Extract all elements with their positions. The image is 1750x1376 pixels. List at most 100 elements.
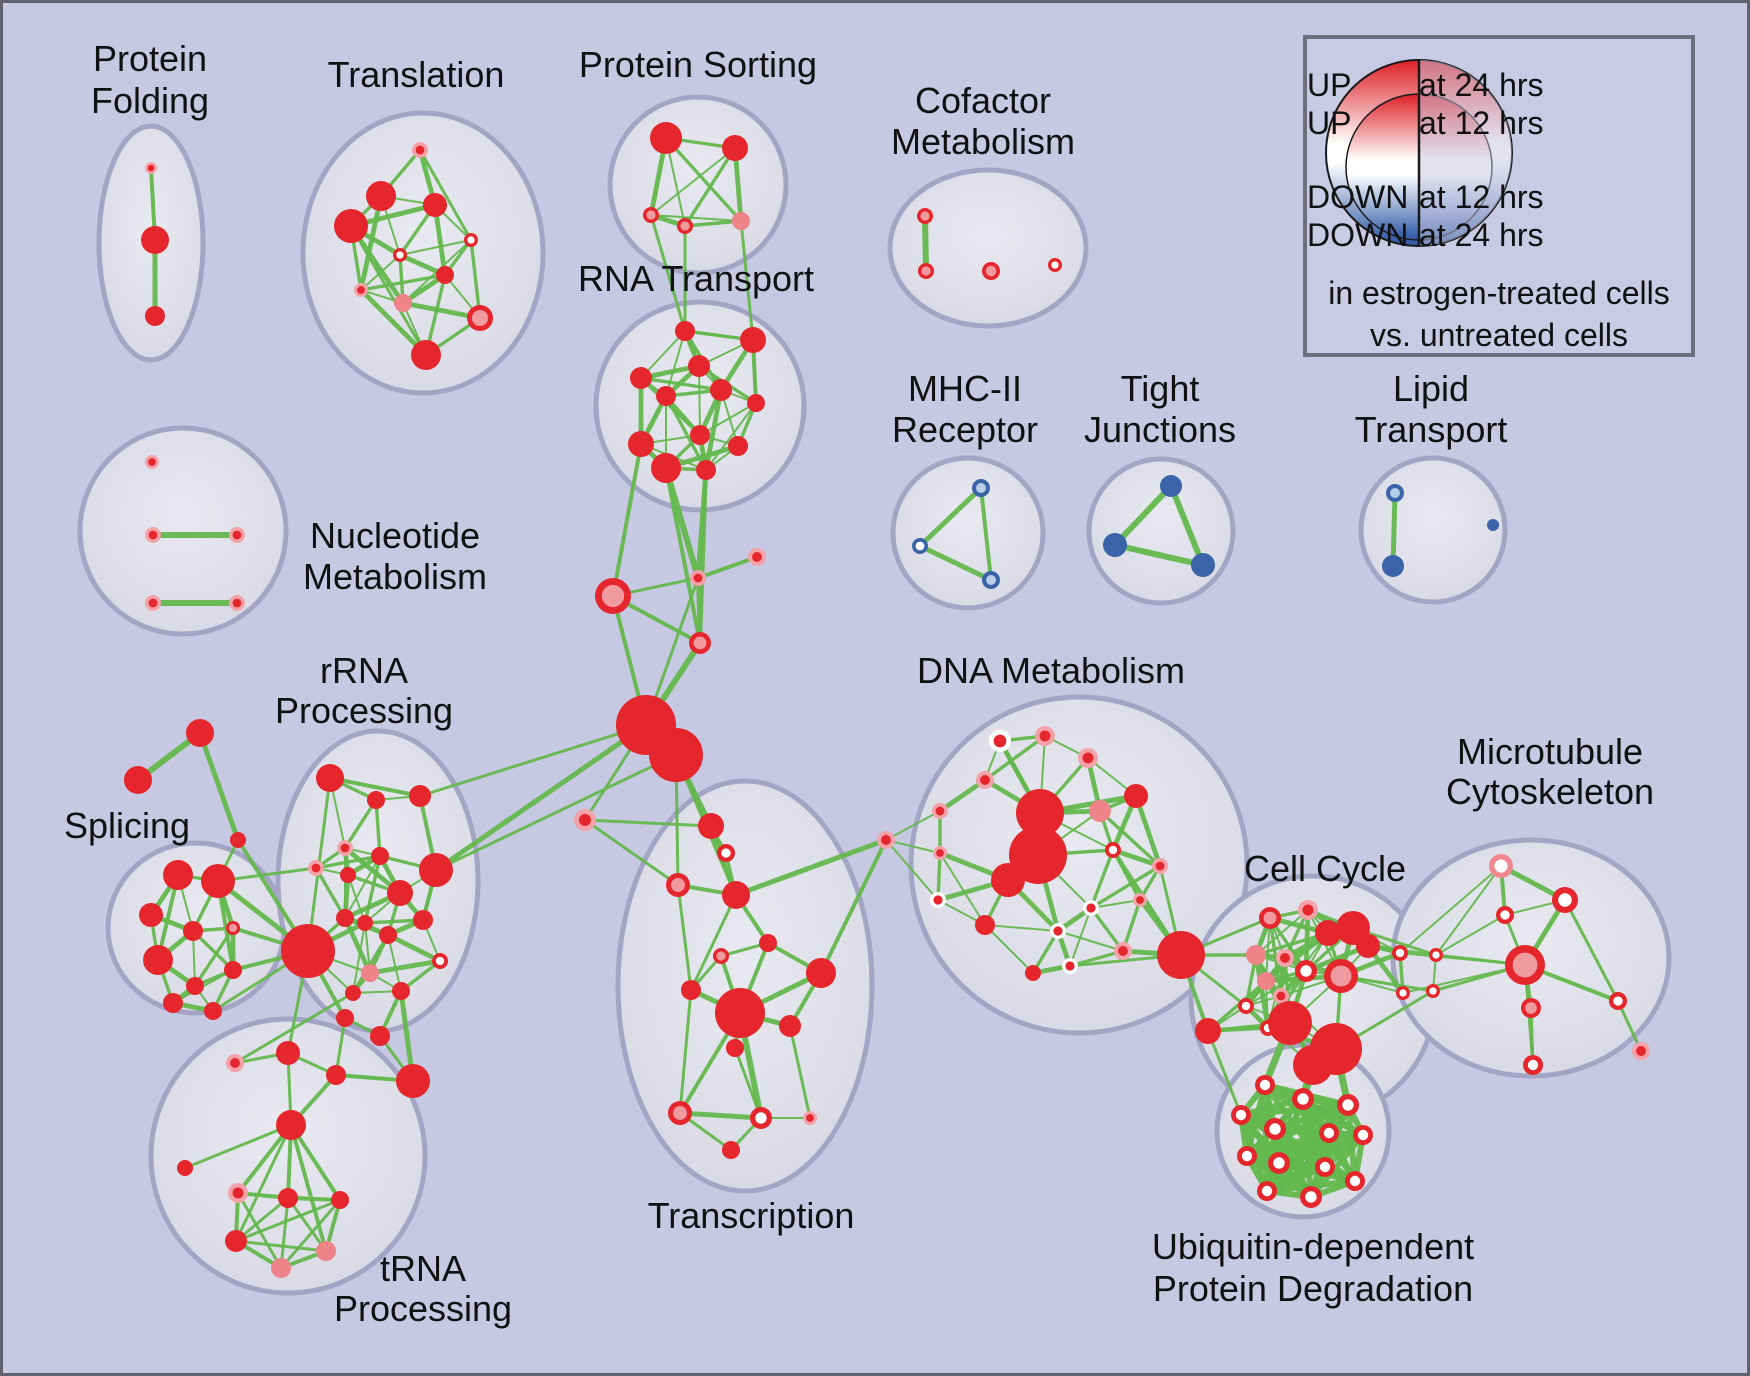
network-node-core: [1269, 1123, 1281, 1135]
cluster-label-mhc-ii-receptor: MHC-II: [908, 368, 1022, 409]
network-edge: [358, 287, 429, 358]
network-node-core: [232, 1187, 244, 1199]
cluster-ellipse-nucleotide-metabolism: [77, 425, 289, 637]
network-node-transcription: [759, 934, 777, 952]
network-edge: [286, 1196, 328, 1253]
network-edge: [650, 147, 736, 216]
network-edge: [387, 934, 402, 992]
network-node-core: [1558, 893, 1572, 907]
network-node-core: [1118, 946, 1128, 956]
legend-direction-label: DOWN: [1307, 217, 1409, 253]
network-node-core: [933, 895, 943, 905]
network-edge: [434, 753, 678, 872]
network-edge: [664, 466, 702, 645]
cluster-label-splicing: Splicing: [64, 805, 190, 846]
network-edge: [433, 722, 649, 873]
network-node-rrna-processing: [413, 910, 433, 930]
network-node-rrna-processing: [367, 791, 385, 809]
network-node-tight-junctions: [1103, 533, 1127, 557]
network-node-core: [1342, 1099, 1354, 1111]
network-node-tight-junctions: [1191, 553, 1215, 577]
network-node-transcription: [806, 958, 836, 988]
network-edge: [1276, 1132, 1366, 1166]
network-node-core: [1357, 1129, 1369, 1141]
legend-time-label: at 24 hrs: [1419, 217, 1544, 253]
network-edge: [917, 543, 994, 583]
network-node-core: [881, 835, 891, 845]
cluster-label-microtubule: Cytoskeleton: [1446, 771, 1654, 812]
network-node-rna-transport: [656, 386, 676, 406]
cluster-label-cofactor-metabolism: Metabolism: [891, 121, 1075, 162]
network-node-cell-cycle: [1157, 931, 1205, 979]
network-node-core: [1136, 896, 1144, 904]
network-edge: [1089, 864, 1162, 910]
cluster-label-ubiquitin: Ubiquitin-dependent: [1152, 1226, 1474, 1267]
network-node-protein-folding: [145, 306, 165, 326]
cluster-ellipse-lipid-transport: [1358, 455, 1508, 605]
cluster-label-lipid-transport: Lipid: [1393, 368, 1469, 409]
network-edge: [699, 402, 757, 436]
network-edge: [639, 376, 723, 392]
network-edge: [676, 883, 693, 992]
network-node-rna-transport: [740, 327, 766, 353]
network-edge: [1098, 809, 1162, 868]
network-node-core: [1319, 1161, 1331, 1173]
network-node-core: [578, 813, 592, 827]
network-node-trna-processing: [271, 1258, 291, 1278]
network-node-core: [986, 575, 996, 585]
cluster-label-rna-transport: RNA Transport: [578, 258, 814, 299]
network-edge: [469, 238, 482, 320]
network-edge: [1616, 999, 1643, 1053]
network-node-trna-processing: [331, 1191, 349, 1209]
network-node-rrna-processing: [371, 847, 389, 865]
network-node-core: [646, 210, 656, 220]
network-edge: [683, 219, 743, 228]
network-edge: [342, 915, 373, 976]
network-edge: [937, 777, 988, 814]
network-edge: [733, 1046, 763, 1120]
network-edge: [739, 219, 755, 342]
network-node-core: [1261, 1185, 1273, 1197]
network-node-dna-metabolism: [1016, 789, 1064, 837]
network-node-core: [1235, 1109, 1247, 1121]
network-node-core: [993, 734, 1007, 748]
network-node-core: [1613, 996, 1623, 1006]
cluster-label-cell-cycle: Cell Cycle: [1244, 848, 1406, 889]
network-node-central-hub: [649, 728, 703, 782]
cluster-label-cofactor-metabolism: Cofactor: [915, 80, 1051, 121]
network-node-splicing: [163, 993, 183, 1013]
network-node-trna-processing: [336, 1009, 354, 1027]
legend-time-label: at 12 hrs: [1419, 179, 1544, 215]
network-edge: [374, 798, 382, 858]
network-edge: [1253, 952, 1271, 1031]
network-node-translation: [436, 266, 454, 284]
network-node-core: [716, 951, 726, 961]
network-edge: [344, 855, 381, 919]
network-node-core: [1323, 1127, 1335, 1139]
network-node-core: [1300, 965, 1312, 977]
network-edge: [984, 924, 1059, 932]
network-node-rna-transport: [675, 321, 695, 341]
network-edge: [1399, 865, 1502, 954]
network-node-rrna-processing: [340, 867, 356, 883]
network-node-rrna-processing: [392, 982, 410, 1000]
cluster-label-trna-processing: Processing: [334, 1288, 512, 1329]
network-edge: [1068, 949, 1125, 968]
network-node-cell-cycle: [1246, 945, 1266, 965]
network-node-core: [693, 573, 703, 583]
network-node-core: [1500, 910, 1510, 920]
network-edge: [328, 776, 422, 798]
network-node-rna-transport: [651, 453, 681, 483]
network-edge: [983, 734, 1047, 782]
network-node-core: [1276, 991, 1286, 1001]
network-edge: [650, 214, 742, 222]
network-edge: [678, 988, 693, 1115]
network-node-translation: [423, 193, 447, 217]
network-node-transcription: [779, 1015, 801, 1037]
cluster-label-tight-junctions: Junctions: [1084, 409, 1236, 450]
network-edge: [399, 239, 472, 256]
network-edge: [234, 1123, 293, 1243]
network-node-core: [936, 849, 944, 857]
network-node-core: [228, 923, 238, 933]
network-node-core: [467, 236, 475, 244]
